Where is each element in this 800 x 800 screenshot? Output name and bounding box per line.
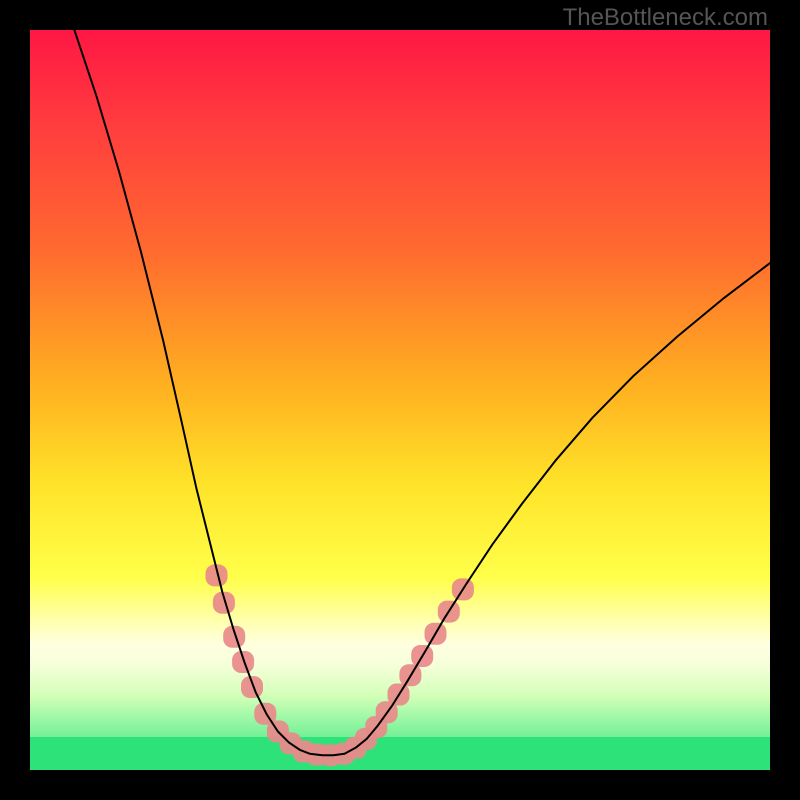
- marker-point: [232, 651, 254, 673]
- plot-area: [30, 30, 770, 770]
- chart-svg: [30, 30, 770, 770]
- marker-point: [241, 676, 263, 698]
- watermark-text: TheBottleneck.com: [563, 4, 768, 32]
